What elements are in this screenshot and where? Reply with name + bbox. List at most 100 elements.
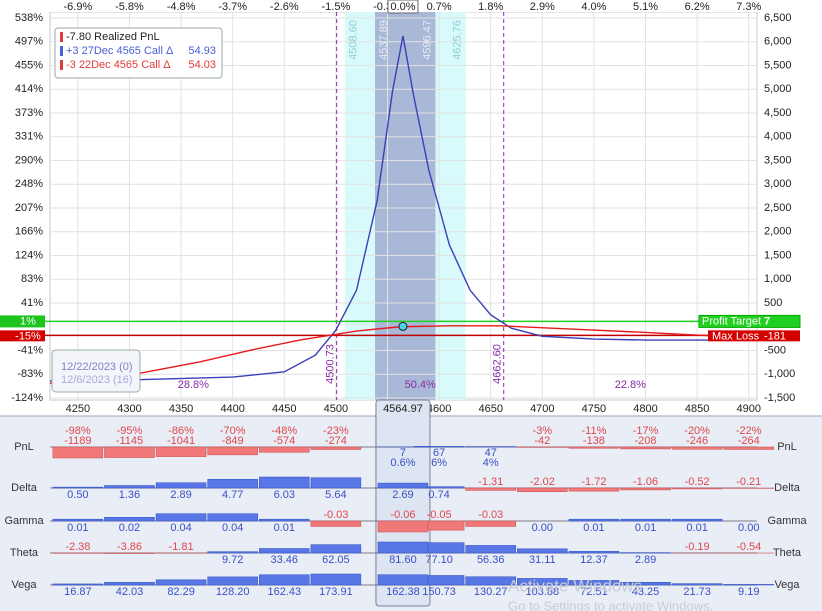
greek-value: 0.01 — [583, 522, 604, 534]
y-left-tick-label: 455% — [15, 59, 43, 71]
y-left-tick-label: 414% — [15, 83, 43, 95]
pnl-value: -1041 — [167, 435, 195, 447]
greek-bar — [377, 541, 429, 554]
y-left-tick-label: 373% — [15, 107, 43, 119]
greek-bar — [155, 446, 207, 457]
pnl-value: 7 — [400, 447, 406, 459]
legend-marker — [60, 32, 63, 42]
greek-bar — [52, 446, 104, 459]
greek-bar — [671, 518, 723, 522]
greek-bar — [620, 582, 671, 586]
greek-value: 9.72 — [222, 554, 243, 566]
greek-value: -2.38 — [65, 541, 90, 553]
max-loss-tag — [0, 330, 45, 342]
greek-value: 173.91 — [319, 586, 353, 598]
zone-probability: 28.8% — [178, 379, 209, 391]
y-left-tick-label: 207% — [15, 202, 43, 214]
pnl-curve — [49, 325, 758, 384]
pnl-value: 47 — [485, 447, 497, 459]
band-label: 4537.89 — [378, 20, 390, 60]
greek-bar — [377, 482, 429, 489]
greek-value: -0.05 — [427, 509, 452, 521]
greek-value: 0.00 — [532, 522, 553, 534]
greek-bar — [310, 446, 362, 450]
greek-value: 2.89 — [170, 489, 191, 501]
profit-target-box — [698, 314, 801, 328]
greek-value: 9.19 — [738, 586, 759, 598]
watermark: Go to Settings to activate Windows. — [508, 598, 713, 611]
x-tick-label: 4900 — [737, 403, 761, 415]
greek-value: 0.01 — [67, 522, 88, 534]
pnl-value: -574 — [273, 435, 295, 447]
greek-value: 77.10 — [425, 554, 453, 566]
greek-value: -0.54 — [736, 541, 761, 553]
greek-bar — [207, 479, 258, 489]
pnl-pct: -11% — [581, 425, 606, 437]
y-tick-label: -1,500 — [764, 392, 795, 404]
y-left-tick-label: 124% — [15, 249, 43, 261]
max-loss-value: -181 — [764, 330, 786, 342]
greek-value: -0.52 — [685, 476, 710, 488]
greek-value: 21.73 — [683, 586, 711, 598]
greek-bar — [104, 446, 155, 458]
current-column-label: 4564.97 — [383, 403, 423, 415]
greek-value: 2.69 — [392, 489, 413, 501]
max-loss-box — [708, 330, 800, 342]
top-tick-label: -4.8% — [167, 1, 196, 13]
breakeven-label: 4662.60 — [492, 344, 504, 384]
greek-value: 0.01 — [686, 522, 707, 534]
band-label: 4625.76 — [452, 20, 464, 60]
greek-bar — [671, 487, 723, 490]
row-label: PnL — [777, 441, 797, 453]
top-tick-label: 0.7% — [427, 1, 452, 13]
max-loss-text: Max Loss — [712, 330, 760, 342]
pnl-value: -274 — [325, 435, 347, 447]
greek-value: -1.31 — [478, 476, 503, 488]
greek-bar — [259, 548, 310, 554]
top-tick-label: 4.0% — [581, 1, 606, 13]
zone-probability: 22.8% — [615, 379, 646, 391]
greek-bar — [620, 487, 671, 491]
greek-value: 0.01 — [274, 522, 295, 534]
x-tick-label: 4800 — [633, 403, 657, 415]
pnl-value: -264 — [738, 435, 760, 447]
y-left-tick-label: 331% — [15, 131, 43, 143]
greek-value: 0.02 — [119, 522, 140, 534]
greeks-table: 4564.97 PnL PnL -98%-1189 -95%-1145 -86%-1041… — [4, 399, 807, 611]
pnl-pct: 4% — [483, 457, 499, 469]
greek-bar — [465, 576, 516, 586]
top-tick-label: -3.7% — [218, 1, 247, 13]
greek-bar — [52, 486, 104, 489]
greek-bar — [568, 487, 620, 492]
band-label: 4508.60 — [348, 20, 360, 60]
series-date: 12/6/2023 (16) — [61, 374, 133, 386]
row-label: Vega — [11, 579, 37, 591]
greek-bar — [517, 548, 568, 554]
greek-bar — [620, 518, 671, 522]
x-tick-label: 4250 — [66, 403, 90, 415]
y-left-tick-label: 538% — [15, 12, 43, 24]
legend-realized: -7.80 Realized PnL — [66, 31, 160, 43]
top-tick-label: -5.8% — [115, 1, 144, 13]
greek-value: -1.06 — [633, 476, 658, 488]
greek-bar — [207, 513, 258, 522]
greek-value: 162.43 — [267, 586, 301, 598]
plot: 4508.60 4625.76 4537.89 4596.47 4500.73 4662.… — [0, 0, 801, 415]
top-tick-label: 2.9% — [530, 1, 555, 13]
greek-bar — [52, 518, 104, 522]
y-left-tick-label: -124% — [11, 392, 43, 404]
greek-value: -0.03 — [478, 509, 503, 521]
greek-bar — [207, 576, 258, 586]
band-label: 4596.47 — [421, 20, 433, 60]
row-label: Theta — [773, 547, 802, 559]
y-left-tick-label: -83% — [17, 368, 43, 380]
greek-value: -0.06 — [390, 509, 415, 521]
top-tick-label: 1.8% — [478, 1, 503, 13]
y-tick-label: 5,000 — [764, 83, 792, 95]
max-loss-pct: -15% — [15, 330, 41, 342]
y-left-tick-label: 83% — [21, 273, 43, 285]
greek-bar — [568, 551, 620, 554]
row-label: Gamma — [767, 515, 807, 527]
greek-bar — [259, 518, 310, 522]
greek-bar — [723, 446, 774, 450]
